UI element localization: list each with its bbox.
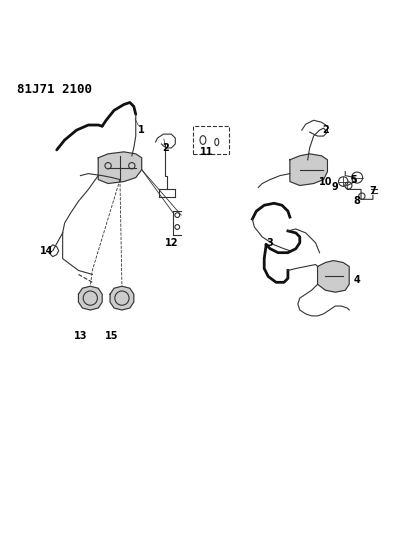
Polygon shape: [290, 154, 328, 185]
Text: 12: 12: [165, 238, 178, 248]
Text: 2: 2: [322, 125, 329, 135]
Text: 11: 11: [200, 147, 214, 157]
Text: 1: 1: [139, 125, 145, 135]
Text: 15: 15: [105, 330, 118, 341]
Polygon shape: [110, 286, 134, 310]
Text: 13: 13: [74, 330, 87, 341]
Text: 7: 7: [369, 187, 376, 196]
Polygon shape: [78, 286, 102, 310]
Text: 8: 8: [354, 196, 361, 206]
Text: 10: 10: [319, 176, 332, 187]
Text: 2: 2: [162, 143, 169, 153]
Text: 9: 9: [332, 182, 339, 192]
Text: 4: 4: [354, 276, 361, 285]
Bar: [193, 126, 228, 154]
Text: 14: 14: [40, 246, 54, 256]
Polygon shape: [98, 152, 142, 183]
Text: 5: 5: [350, 174, 357, 184]
Text: 81J71 2100: 81J71 2100: [17, 83, 92, 96]
Text: 3: 3: [267, 238, 273, 248]
Polygon shape: [318, 261, 349, 292]
